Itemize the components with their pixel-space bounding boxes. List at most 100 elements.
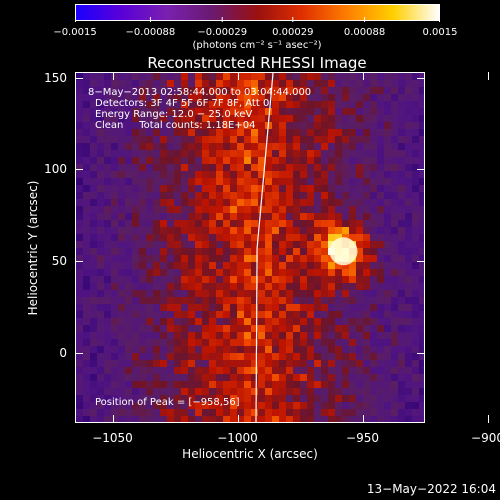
heatmap-cell (391, 381, 399, 389)
heatmap-cell (377, 283, 385, 291)
heatmap-cell (223, 136, 231, 144)
heatmap-cell (167, 227, 175, 235)
heatmap-cell (125, 353, 133, 361)
heatmap-cell (83, 346, 91, 354)
heatmap-cell (230, 283, 238, 291)
heatmap-cell (314, 122, 322, 130)
heatmap-cell (314, 248, 322, 256)
heatmap-cell (174, 374, 182, 382)
heatmap-cell (419, 255, 424, 263)
heatmap-cell (195, 339, 203, 347)
heatmap-cell (314, 206, 322, 214)
heatmap-cell (195, 318, 203, 326)
heatmap-cell (146, 101, 154, 109)
heatmap-cell (328, 360, 336, 368)
heatmap-cell (419, 402, 424, 410)
heatmap-cell (405, 367, 413, 375)
heatmap-cell (356, 332, 364, 340)
heatmap-cell (202, 213, 210, 221)
heatmap-cell (216, 143, 224, 151)
heatmap-cell (314, 143, 322, 151)
heatmap-cell (139, 262, 147, 270)
heatmap-cell (195, 157, 203, 165)
heatmap-cell (216, 325, 224, 333)
heatmap-cell (195, 416, 203, 422)
heatmap-cell (146, 416, 154, 422)
heatmap-cell (335, 353, 343, 361)
heatmap-cell (146, 255, 154, 263)
heatmap-cell (398, 290, 406, 298)
heatmap-cell (195, 220, 203, 228)
heatmap-cell (76, 213, 84, 221)
heatmap-cell (209, 269, 217, 277)
heatmap-cell (153, 416, 161, 422)
heatmap-cell (349, 178, 357, 186)
heatmap-cell (111, 381, 119, 389)
heatmap-cell (209, 136, 217, 144)
heatmap-cell (272, 220, 280, 228)
heatmap-cell (76, 381, 84, 389)
heatmap-cell (272, 395, 280, 403)
heatmap-cell (132, 94, 140, 102)
heatmap-cell (321, 157, 329, 165)
heatmap-cell (97, 108, 105, 116)
heatmap-cell (160, 276, 168, 284)
heatmap-cell (377, 171, 385, 179)
heatmap-cell (349, 311, 357, 319)
heatmap-cell (216, 94, 224, 102)
heatmap-cell (195, 255, 203, 263)
heatmap-cell (118, 367, 126, 375)
heatmap-cell (139, 395, 147, 403)
heatmap-cell (104, 206, 112, 214)
heatmap-cell (230, 374, 238, 382)
heatmap-cell (391, 129, 399, 137)
heatmap-cell (300, 150, 308, 158)
heatmap-cell (321, 150, 329, 158)
heatmap-cell (160, 234, 168, 242)
heatmap-cell (188, 171, 196, 179)
heatmap-cell (76, 178, 84, 186)
heatmap-cell (286, 150, 294, 158)
heatmap-cell (167, 339, 175, 347)
heatmap-cell (258, 87, 266, 95)
heatmap-cell (300, 101, 308, 109)
heatmap-cell (251, 192, 259, 200)
heatmap-cell (174, 129, 182, 137)
heatmap-cell (405, 374, 413, 382)
heatmap-cell (251, 108, 259, 116)
heatmap-cell (384, 157, 392, 165)
heatmap-cell (209, 157, 217, 165)
heatmap-cell (272, 353, 280, 361)
heatmap-cell (356, 269, 364, 277)
heatmap-cell (279, 248, 287, 256)
heatmap-cell (328, 220, 336, 228)
heatmap-cell (356, 122, 364, 130)
heatmap-cell (167, 283, 175, 291)
heatmap-cell (83, 115, 91, 123)
heatmap-cell (125, 101, 133, 109)
heatmap-cell (405, 304, 413, 312)
heatmap-cell (307, 73, 315, 81)
heatmap-cell (279, 206, 287, 214)
heatmap-cell (76, 304, 84, 312)
heatmap-cell (181, 129, 189, 137)
heatmap-cell (307, 325, 315, 333)
heatmap-cell (265, 360, 273, 368)
heatmap-cell (209, 122, 217, 130)
heatmap-cell (244, 346, 252, 354)
heatmap-cell (342, 101, 350, 109)
heatmap-cell (139, 108, 147, 116)
heatmap-cell (174, 262, 182, 270)
heatmap-cell (300, 395, 308, 403)
heatmap-cell (118, 388, 126, 396)
heatmap-cell (132, 150, 140, 158)
heatmap-cell (342, 108, 350, 116)
heatmap-cell (328, 150, 336, 158)
heatmap-cell (90, 360, 98, 368)
heatmap-cell (118, 325, 126, 333)
heatmap-cell (160, 311, 168, 319)
heatmap-cell (377, 136, 385, 144)
heatmap-cell (398, 129, 406, 137)
heatmap-cell (321, 269, 329, 277)
heatmap-cell (125, 318, 133, 326)
